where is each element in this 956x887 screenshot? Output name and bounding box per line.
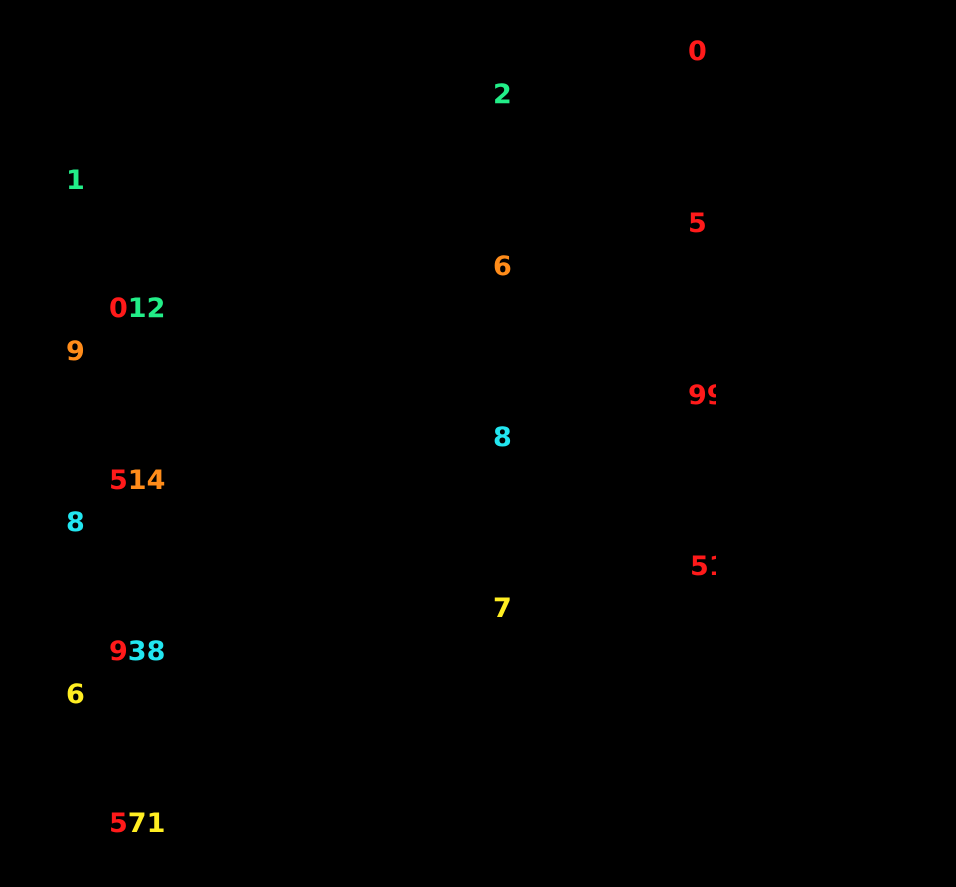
pair: 571	[109, 808, 165, 840]
middle-item: 7	[493, 593, 512, 624]
middle-item: 2	[493, 79, 512, 110]
right-item: 0	[688, 36, 707, 67]
pair-tail: 12	[127, 293, 166, 324]
pair-head: 9	[109, 636, 128, 667]
pair: 938	[109, 636, 165, 668]
pair-tail: 71	[127, 808, 166, 839]
middle-item: 6	[493, 251, 512, 282]
label: 8	[66, 507, 85, 538]
label: 6	[66, 679, 85, 710]
pair-tail: 14	[127, 465, 166, 496]
middle-item: 8	[493, 422, 512, 453]
right-column: 0 5 99 51	[686, 0, 716, 887]
pair-tail: 38	[127, 636, 166, 667]
pair: 012	[109, 293, 165, 325]
label: 9	[66, 336, 85, 367]
right-item: 5	[688, 208, 707, 239]
right-item: 99	[688, 380, 716, 411]
right-item: 51	[690, 551, 716, 582]
pair: 514	[109, 465, 165, 497]
pair-head: 5	[109, 808, 128, 839]
label: 1	[66, 165, 85, 196]
pair-head: 5	[109, 465, 128, 496]
pair-head: 0	[109, 293, 128, 324]
